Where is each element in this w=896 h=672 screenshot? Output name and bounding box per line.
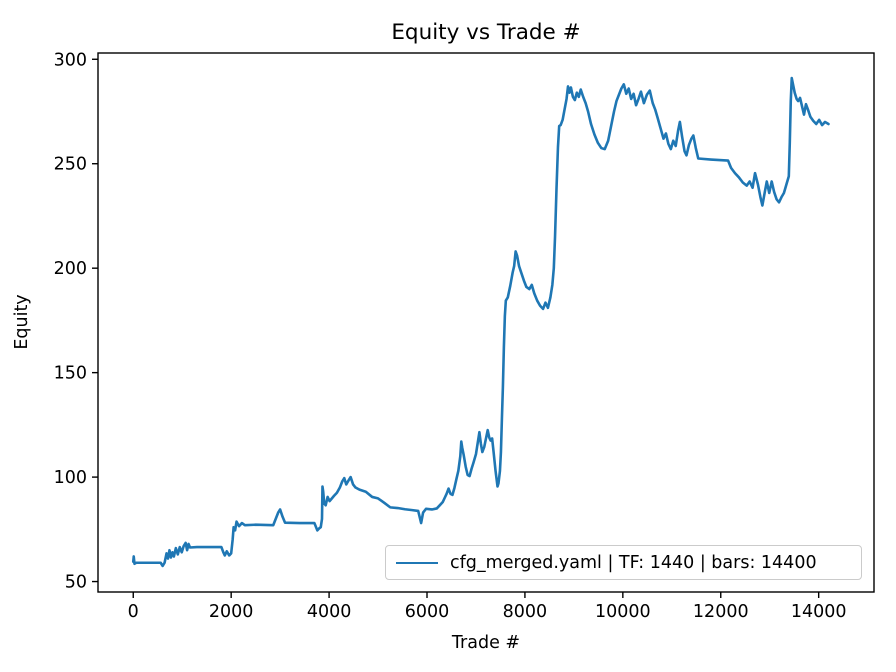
- axes-frame: [97, 52, 875, 593]
- y-axis-label: Equity: [12, 294, 32, 349]
- plot-spines: [97, 52, 875, 593]
- legend: cfg_merged.yaml | TF: 1440 | bars: 14400: [385, 545, 862, 580]
- x-tick-label: 0: [128, 602, 139, 622]
- x-tick-label: 14000: [791, 602, 847, 622]
- y-tick-label: 150: [54, 364, 87, 384]
- x-tick-label: 6000: [405, 602, 450, 622]
- x-tick-label: 12000: [693, 602, 749, 622]
- legend-line-sample: [396, 561, 438, 564]
- x-tick-label: 10000: [595, 602, 651, 622]
- y-tick-label: 200: [54, 259, 87, 279]
- x-axis-label: Trade #: [451, 633, 520, 653]
- chart-title: Equity vs Trade #: [391, 20, 580, 45]
- equity-curve: [131, 76, 830, 568]
- legend-label: cfg_merged.yaml | TF: 1440 | bars: 14400: [450, 552, 817, 573]
- x-tick-label: 4000: [307, 602, 352, 622]
- y-tick-label: 50: [65, 573, 87, 593]
- axis-ticks: 0 2000 4000 6000 8000 10000 12000 14000 50 100 150…: [54, 50, 847, 622]
- x-tick-label: 8000: [503, 602, 548, 622]
- y-tick-label: 100: [54, 468, 87, 488]
- x-tick-label: 2000: [209, 602, 254, 622]
- y-tick-label: 250: [54, 155, 87, 175]
- y-tick-label: 300: [54, 50, 87, 70]
- equity-line-series: [131, 76, 830, 568]
